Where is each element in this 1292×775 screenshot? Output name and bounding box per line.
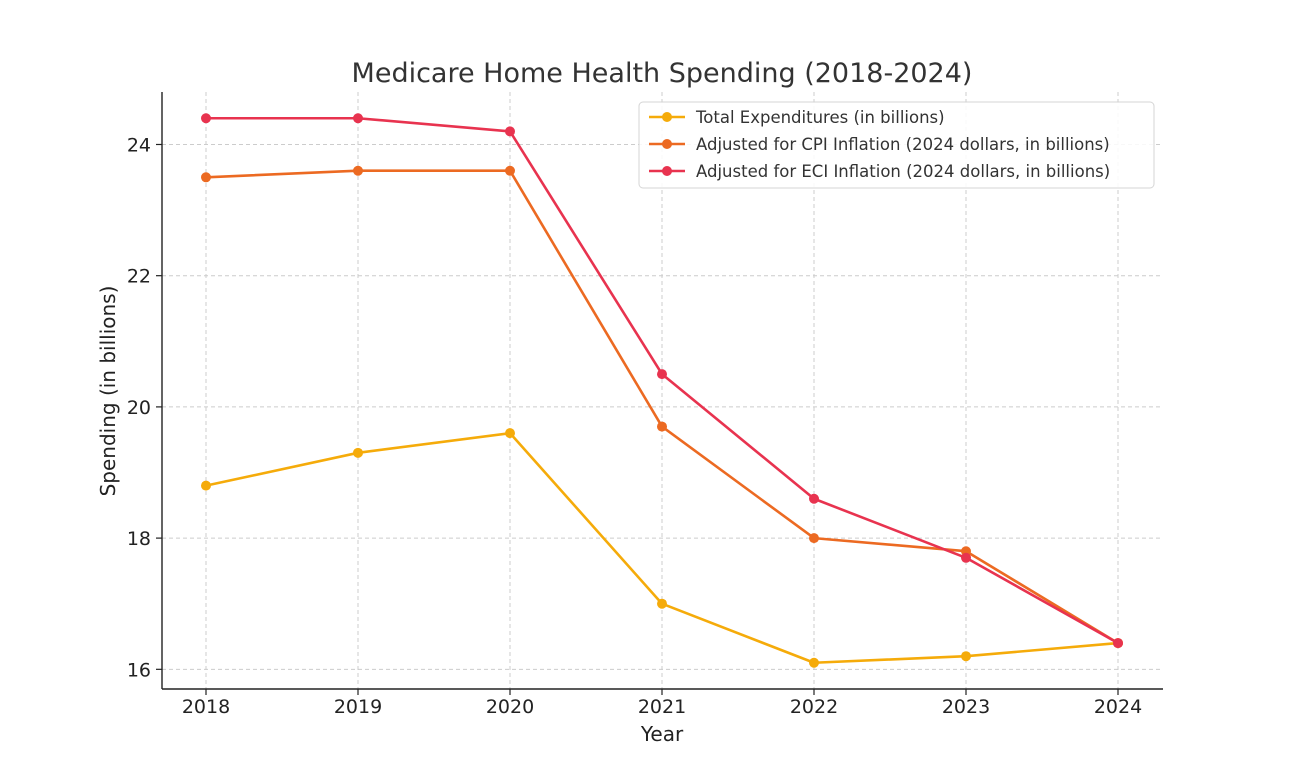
y-tick-label: 18 <box>127 528 151 550</box>
legend-entry: Adjusted for CPI Inflation (2024 dollars… <box>649 135 1110 154</box>
legend-label: Adjusted for ECI Inflation (2024 dollars… <box>696 162 1110 181</box>
data-point <box>353 447 363 458</box>
legend-entry: Total Expenditures (in billions) <box>649 108 945 127</box>
x-axis-label: Year <box>640 722 684 746</box>
legend-entry: Adjusted for ECI Inflation (2024 dollars… <box>649 162 1110 181</box>
legend-swatch-marker <box>662 139 672 149</box>
chart-title: Medicare Home Health Spending (2018-2024… <box>352 58 973 89</box>
data-point <box>1113 638 1123 649</box>
series-3 <box>201 113 1123 649</box>
data-point <box>809 657 819 668</box>
legend: Total Expenditures (in billions) Adjusted… <box>638 101 1155 189</box>
data-point <box>201 480 211 491</box>
series-layer <box>201 113 1123 668</box>
data-point <box>201 113 211 124</box>
x-tick-label: 2019 <box>334 696 382 718</box>
data-point <box>961 552 971 563</box>
y-axis-label: Spending (in billions) <box>96 286 120 497</box>
x-tick-label: 2018 <box>182 696 230 718</box>
data-point <box>657 421 667 432</box>
data-point <box>353 165 363 176</box>
x-tick-label: 2024 <box>1094 696 1142 718</box>
x-tick-label: 2023 <box>942 696 990 718</box>
y-tick-label: 22 <box>127 266 151 288</box>
y-tick-label: 16 <box>127 659 151 681</box>
series-2 <box>201 165 1123 649</box>
legend-box <box>638 101 1155 189</box>
grid <box>162 92 1163 689</box>
legend-label: Total Expenditures (in billions) <box>695 108 945 127</box>
legend-label: Adjusted for CPI Inflation (2024 dollars… <box>696 135 1110 154</box>
data-point <box>505 165 515 176</box>
x-tick-label: 2020 <box>486 696 534 718</box>
data-point <box>505 126 515 137</box>
data-point <box>657 369 667 380</box>
data-point <box>809 533 819 544</box>
x-tick-label: 2021 <box>638 696 686 718</box>
y-tick-label: 20 <box>127 397 151 419</box>
data-point <box>961 651 971 662</box>
data-point <box>505 428 515 439</box>
y-tick-label: 24 <box>127 134 151 156</box>
data-point <box>201 172 211 183</box>
series-1 <box>201 428 1123 668</box>
legend-swatch-marker <box>662 112 672 122</box>
data-point <box>809 493 819 504</box>
x-tick-label: 2022 <box>790 696 838 718</box>
legend-swatch-marker <box>662 166 672 176</box>
data-point <box>353 113 363 124</box>
data-point <box>657 598 667 609</box>
